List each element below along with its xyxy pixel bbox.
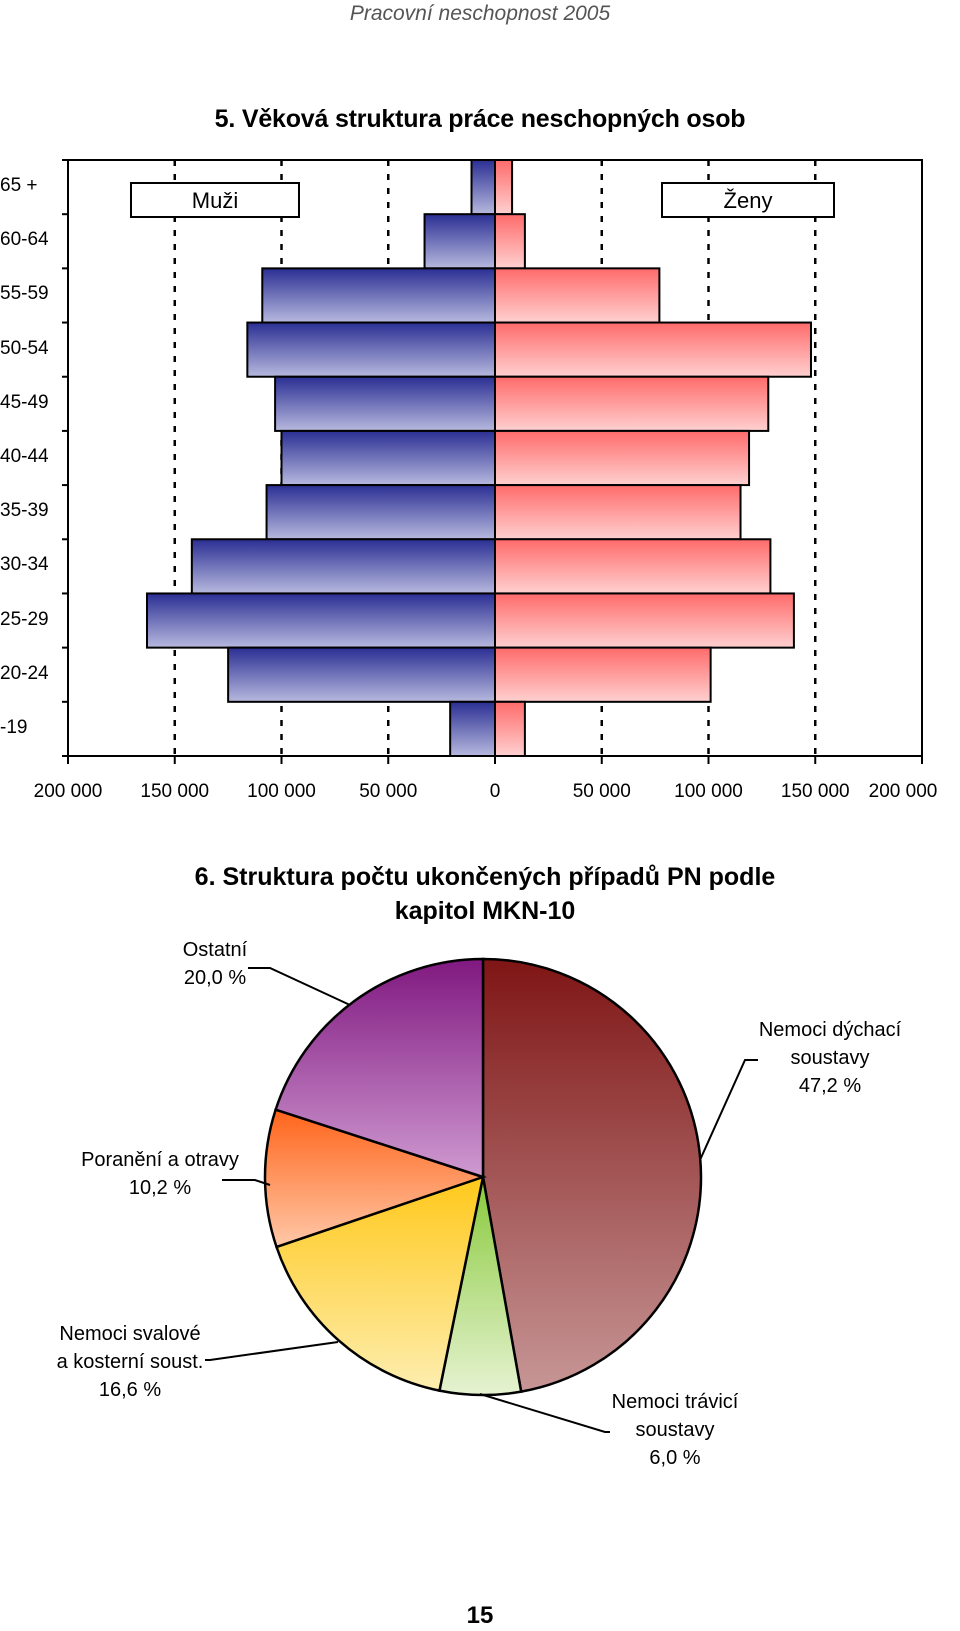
pie-slice-value: 47,2 % [798,1075,862,1097]
bar-women [494,375,770,432]
bar-men [261,267,496,324]
pie-slice-label-line: Nemoci svalové [59,1323,201,1345]
bar-women [494,592,795,649]
page-number: 15 [466,1602,494,1629]
x-tick-label: 0 [489,781,501,802]
x-tick-label: 50 000 [572,781,631,802]
bar-men [265,484,496,541]
x-tick-label: 200 000 [33,781,103,802]
pie-slice-label-line: Poranění a otravy [81,1149,239,1171]
y-tick-label: 30-34 [0,554,49,576]
y-tick-label: 20-24 [0,662,49,684]
bar-women [494,700,526,757]
bar-women [494,429,751,487]
x-tick-label: 150 000 [780,781,850,802]
y-tick-label: 60-64 [0,229,49,251]
y-tick-label: -19 [0,716,28,738]
pyramid-chart-title: 5. Věková struktura práce neschopných os… [214,105,746,133]
pie-slice [274,957,485,1179]
x-tick-label: 50 000 [359,781,418,802]
y-tick-label: 50-54 [0,337,49,359]
legend-women: Ženy [661,182,835,218]
bar-men [246,321,496,378]
bar-women [494,538,772,595]
pie-slice-label: Nemoci svalové a kosterní soust. 16,6 % [30,1320,230,1404]
pie-slice-label-line: soustavy [790,1047,870,1069]
x-tick-label: 150 000 [140,781,210,802]
bar-women [494,267,661,324]
pie-slice-value: 16,6 % [98,1379,162,1401]
bar-women [494,484,742,541]
pie-slice-label: Nemoci dýchací soustavy 47,2 % [735,1016,925,1100]
pie-slice-label-line: Nemoci dýchací [758,1019,902,1041]
legend-men: Muži [130,182,300,218]
y-tick-label: 55-59 [0,283,49,305]
bar-men [280,429,496,487]
x-tick-label: 200 000 [868,781,938,802]
page-header: Pracovní neschopnost 2005 [349,2,611,25]
x-tick-label: 100 000 [674,781,743,802]
pie-slice-value: 6,0 % [649,1447,701,1469]
y-tick-label: 40-44 [0,446,49,467]
pie-slice [263,1108,487,1249]
bar-men [145,592,496,649]
bar-women [494,646,712,703]
pie-slice-value: 10,2 % [128,1177,192,1199]
leader-line [205,1341,339,1361]
pie-slice-label-line: soustavy [635,1419,715,1441]
x-tick-label: 100 000 [247,781,316,802]
pie-slice-label-line: a kosterní soust. [56,1351,204,1373]
pie-slice-label-line: Ostatní [182,939,248,961]
pie-slice-label: Nemoci trávicí soustavy 6,0 % [585,1388,765,1472]
pie-slice [481,957,703,1394]
pie-slice-value: 20,0 % [183,967,247,989]
leader-line [699,1059,758,1161]
bar-women [494,321,812,378]
pie-slice-label: Ostatní 20,0 % [160,936,270,992]
leader-line [248,967,351,1006]
pie-slice-label-line: Nemoci trávicí [611,1391,739,1413]
leader-line [479,1393,610,1433]
pie-slice-label: Poranění a otravy 10,2 % [55,1146,265,1202]
y-tick-label: 65 + [0,175,38,197]
y-tick-label: 25-29 [0,608,49,630]
y-tick-label: 35-39 [0,500,49,522]
pyramid-chart [62,159,923,764]
pie-chart-title: 6. Struktura počtu ukončených případů PN… [194,863,776,925]
leader-line [222,1179,271,1186]
y-tick-label: 45-49 [0,391,49,413]
